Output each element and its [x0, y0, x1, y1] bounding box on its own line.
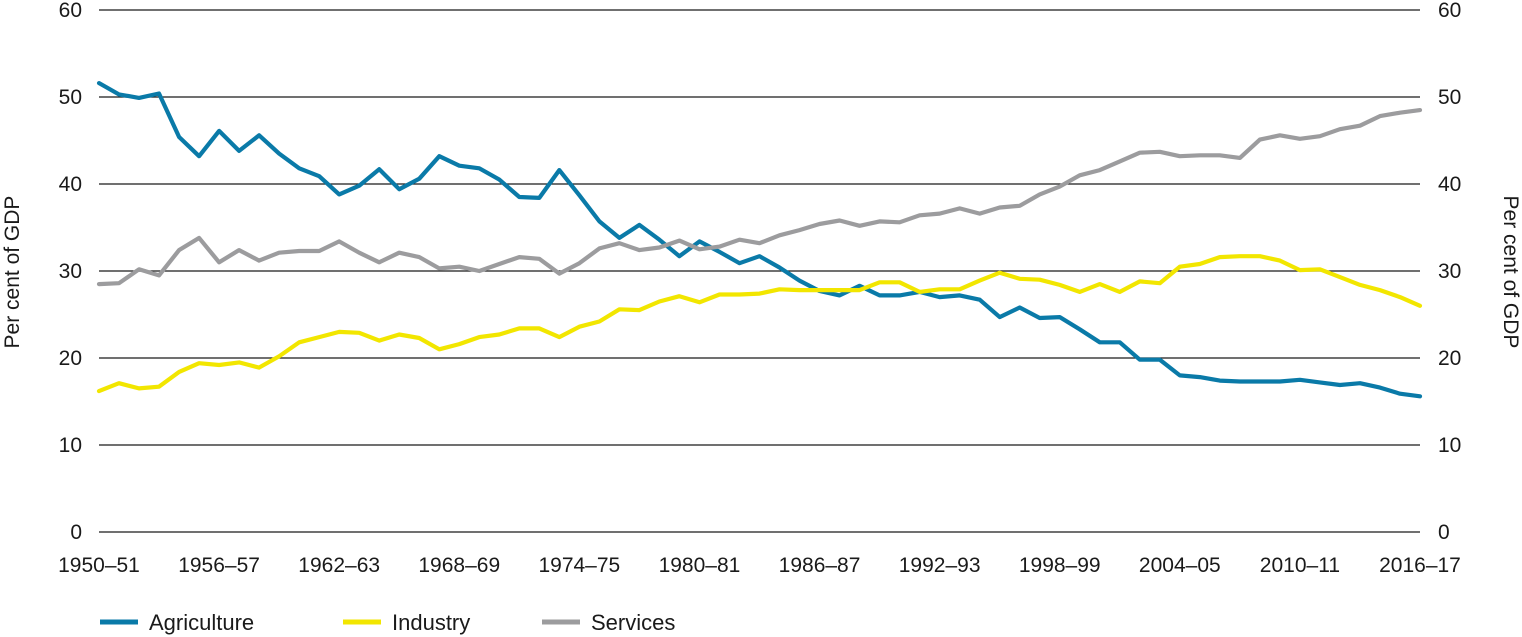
x-tick-label: 1998–99: [1019, 554, 1101, 577]
legend-item-agriculture: Agriculture: [100, 610, 254, 635]
x-tick-label: 1986–87: [779, 554, 861, 577]
legend-item-industry: Industry: [343, 610, 470, 635]
x-tick-label: 1974–75: [538, 554, 620, 577]
x-tick-label: 1962–63: [298, 554, 380, 577]
right-tick-label: 30: [1438, 260, 1461, 283]
series-line-agriculture: [96, 80, 1423, 399]
x-tick-label: 1968–69: [418, 554, 500, 577]
x-tick-label: 2004–05: [1139, 554, 1221, 577]
x-tick-label: 2010–11: [1260, 554, 1340, 577]
left-tick-label: 60: [59, 0, 82, 22]
right-y-axis-label: Per cent of GDP: [1499, 196, 1522, 349]
left-tick-label: 30: [59, 260, 82, 283]
legend-label: Agriculture: [149, 610, 254, 635]
right-tick-label: 20: [1438, 347, 1461, 370]
series-lines: [96, 80, 1423, 399]
left-tick-label: 0: [70, 521, 82, 544]
left-y-axis-ticks: 0 10 20 30 40 50 60: [59, 0, 82, 544]
legend-item-services: Services: [542, 610, 675, 635]
right-y-axis-ticks: 0 10 20 30 40 50 60: [1438, 0, 1461, 544]
x-tick-label: 1992–93: [899, 554, 981, 577]
right-tick-label: 10: [1438, 434, 1461, 457]
left-tick-label: 40: [59, 173, 82, 196]
legend: Agriculture Industry Services: [100, 610, 675, 635]
left-tick-label: 50: [59, 86, 82, 109]
x-axis-ticks: 1950–51 1956–57 1962–63 1968–69 1974–75 1980–…: [58, 554, 1461, 577]
left-tick-label: 10: [59, 434, 82, 457]
series-line-industry: [96, 254, 1423, 394]
x-tick-label: 2016–17: [1379, 554, 1461, 577]
right-tick-label: 0: [1438, 521, 1450, 544]
left-tick-label: 20: [59, 347, 82, 370]
x-tick-label: 1950–51: [58, 554, 140, 577]
x-tick-label: 1980–81: [659, 554, 741, 577]
grid-lines: [99, 9, 1420, 533]
x-tick-label: 1956–57: [178, 554, 260, 577]
legend-label: Industry: [392, 610, 470, 635]
left-y-axis-label: Per cent of GDP: [1, 196, 24, 349]
legend-label: Services: [591, 610, 675, 635]
right-tick-label: 60: [1438, 0, 1461, 22]
series-line-services: [96, 107, 1423, 287]
right-tick-label: 40: [1438, 173, 1461, 196]
right-tick-label: 50: [1438, 86, 1461, 109]
